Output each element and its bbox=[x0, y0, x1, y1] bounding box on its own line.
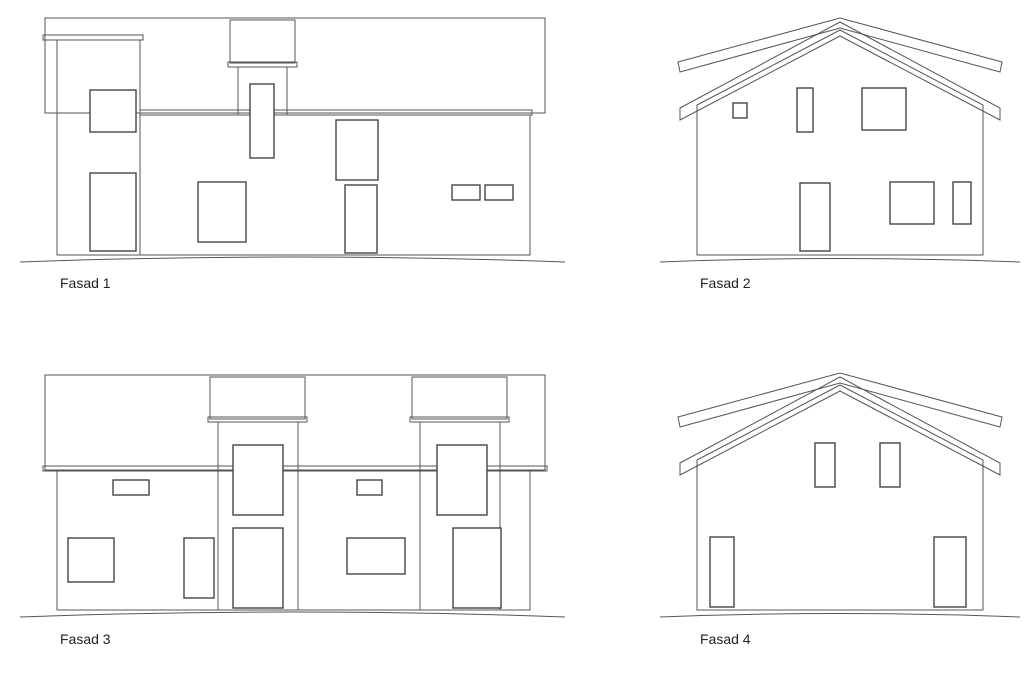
facade-2 bbox=[659, 17, 1021, 263]
facade-label: Fasad 4 bbox=[700, 631, 751, 647]
facade-label: Fasad 3 bbox=[60, 631, 111, 647]
facade-1 bbox=[19, 17, 566, 263]
facade-3 bbox=[19, 374, 566, 618]
facade-label: Fasad 1 bbox=[60, 275, 111, 291]
facade-label: Fasad 2 bbox=[700, 275, 751, 291]
facade-4 bbox=[659, 372, 1021, 618]
